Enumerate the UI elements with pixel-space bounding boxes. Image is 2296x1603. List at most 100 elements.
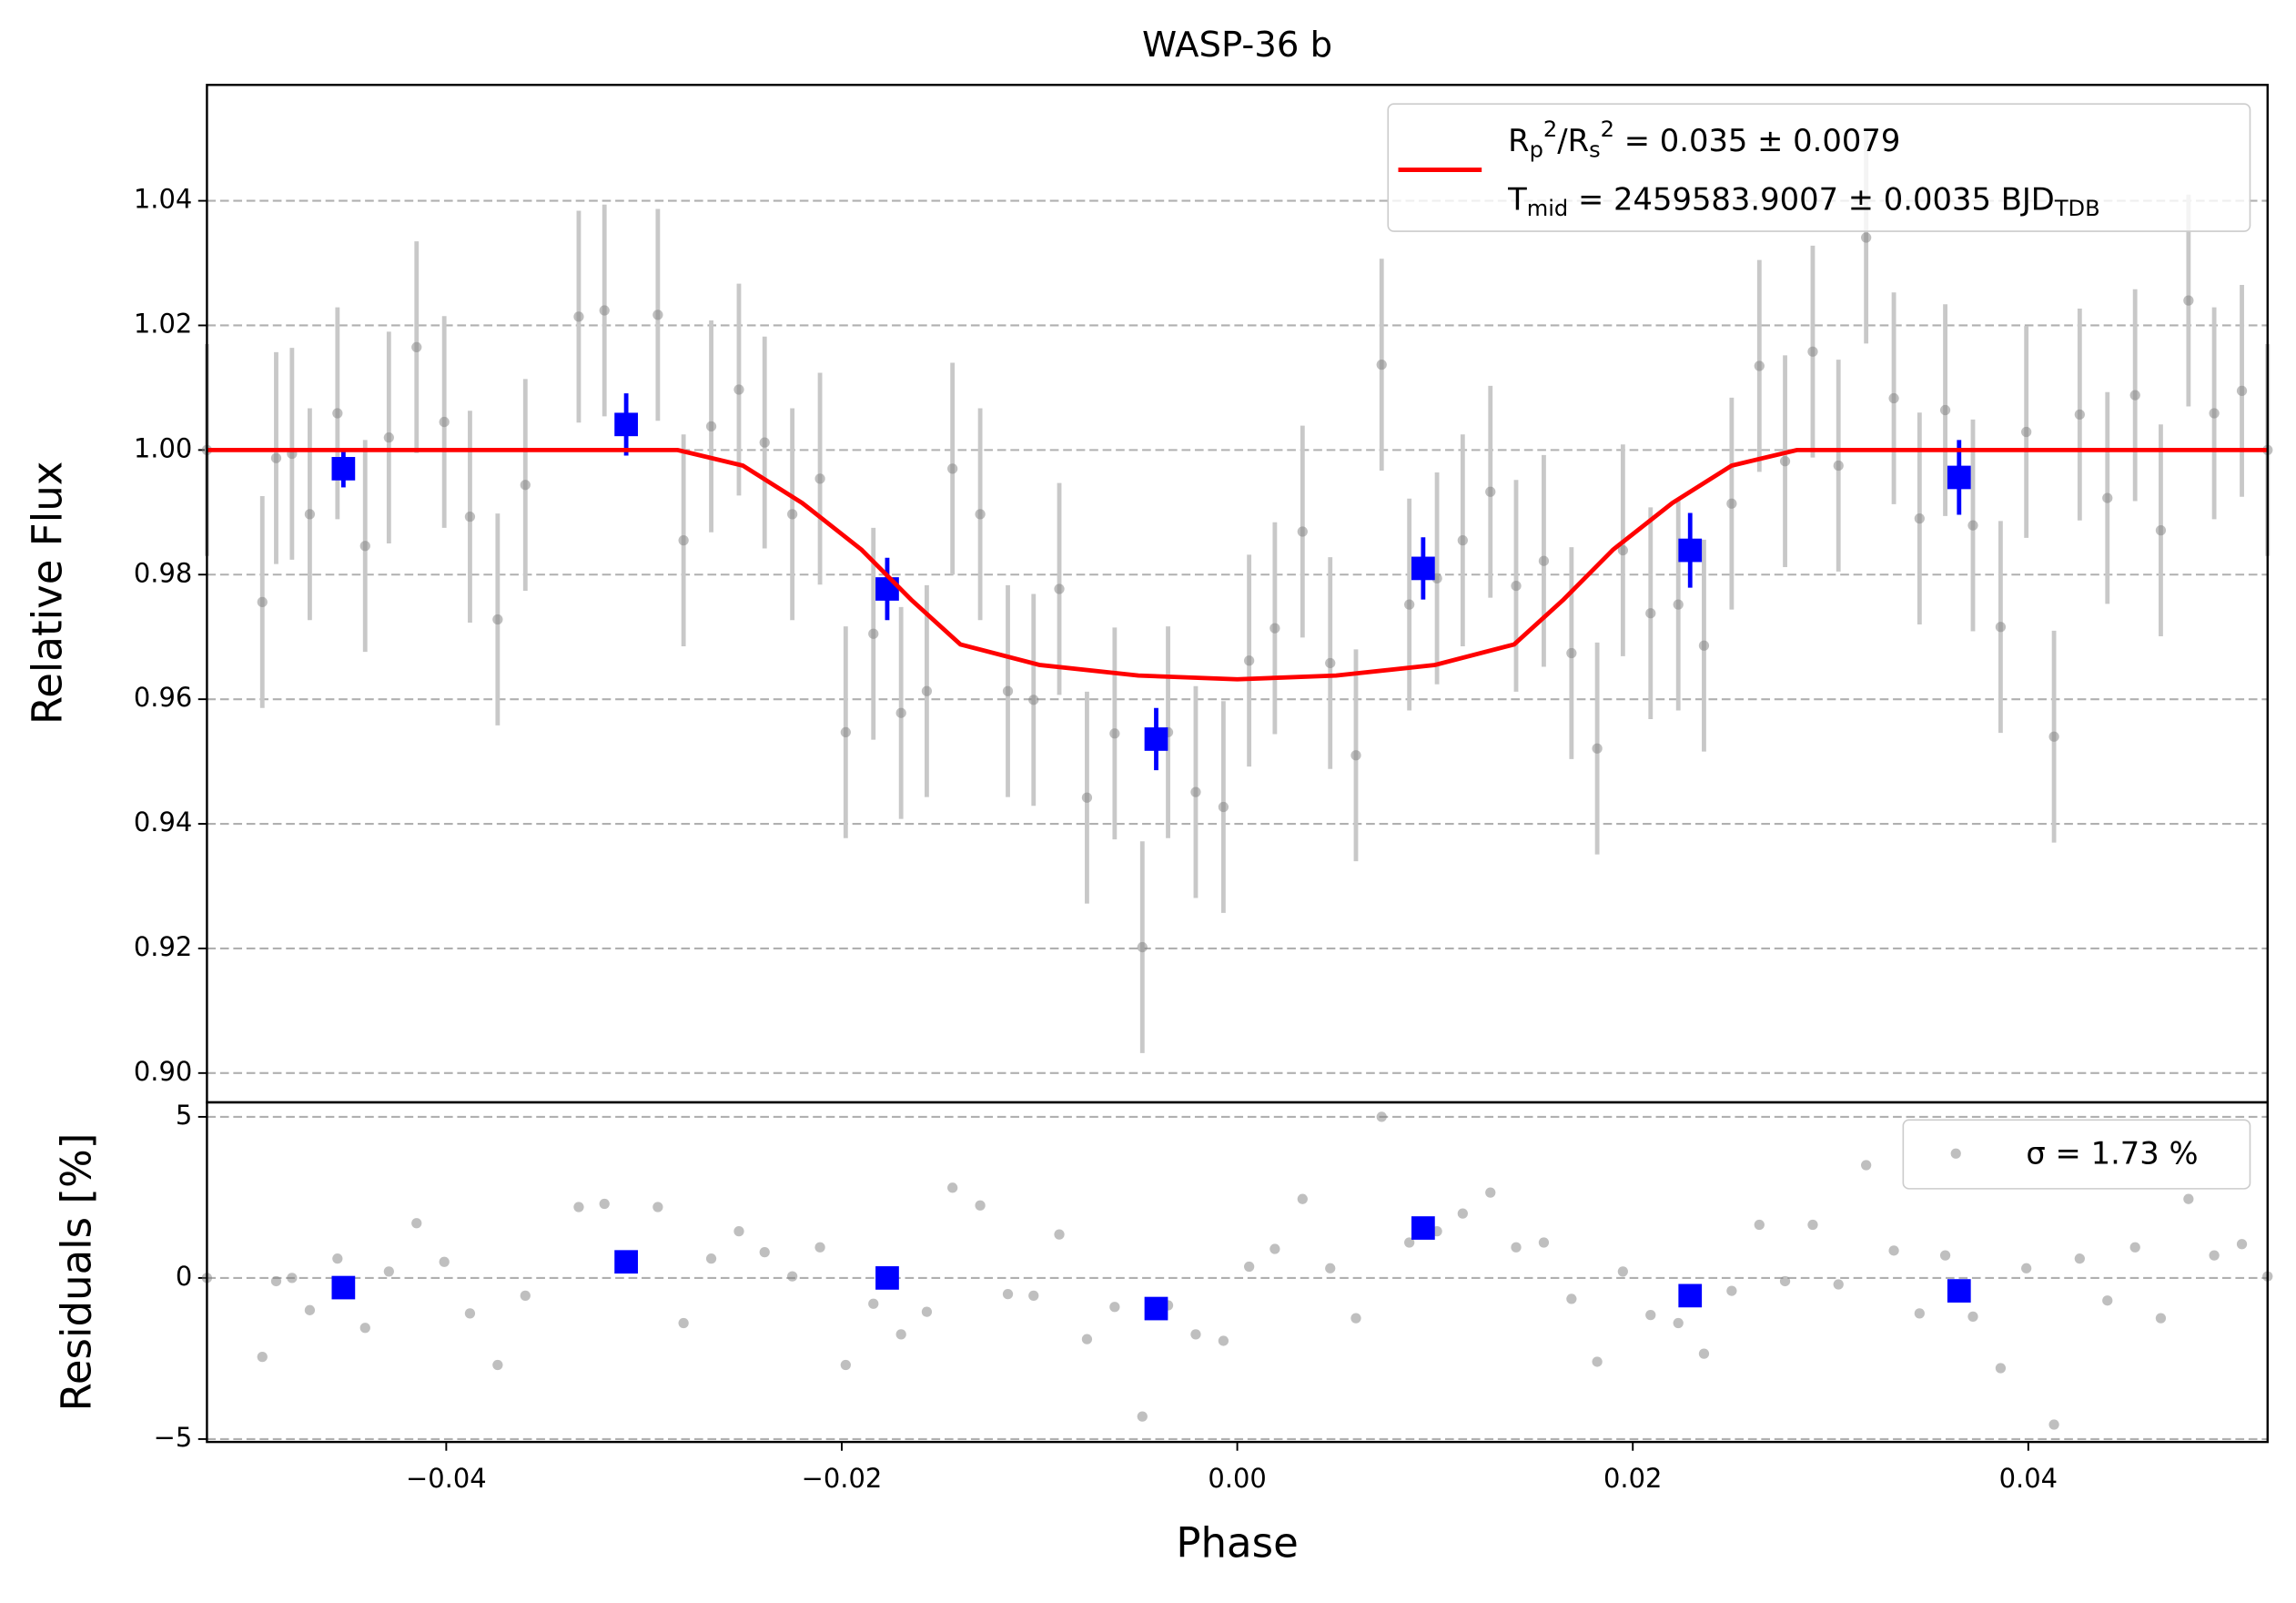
data-point	[1779, 456, 1791, 467]
data-point	[1754, 360, 1765, 371]
data-point	[1244, 655, 1255, 666]
data-point	[270, 1275, 282, 1287]
data-point	[359, 541, 370, 552]
data-point	[2129, 1242, 2140, 1253]
data-point	[1325, 1263, 1336, 1273]
data-point	[439, 416, 450, 428]
data-point	[270, 452, 282, 463]
data-point	[383, 1266, 394, 1277]
data-point	[1109, 728, 1120, 739]
data-point	[1807, 1219, 1818, 1231]
data-point	[359, 1323, 370, 1334]
data-point	[1350, 750, 1361, 761]
legend-box	[1387, 103, 2251, 232]
data-point	[814, 1242, 825, 1253]
data-point	[1404, 599, 1415, 610]
data-point	[1538, 1237, 1550, 1248]
data-point	[678, 1317, 689, 1329]
binned-point	[331, 1275, 356, 1300]
data-point	[1592, 743, 1603, 754]
legend-label: Rp2/Rs2 = 0.035 ± 0.0079	[1508, 117, 1900, 163]
data-point	[1914, 513, 1925, 524]
y-tick-label: 0.90	[134, 1056, 192, 1087]
y-tick-label: 0.98	[134, 557, 192, 588]
data-point	[2102, 1295, 2113, 1306]
data-point	[439, 1256, 450, 1267]
data-point	[1244, 1261, 1255, 1273]
data-point	[1995, 622, 2007, 633]
data-point	[1779, 1275, 1791, 1287]
binned-point	[1947, 1279, 1971, 1303]
data-point	[332, 408, 343, 419]
binned-point	[1411, 1216, 1435, 1240]
data-point	[2183, 1193, 2194, 1204]
data-point	[1995, 1363, 2007, 1374]
data-point	[1457, 534, 1468, 546]
legend-box	[1902, 1119, 2251, 1190]
data-point	[464, 1308, 476, 1319]
model-line	[207, 447, 2268, 682]
plot-frame	[206, 84, 2269, 1104]
data-point	[1967, 1311, 1978, 1323]
data-point	[492, 1359, 503, 1371]
data-point	[787, 509, 798, 520]
data-point	[733, 384, 744, 395]
data-point	[520, 480, 531, 491]
binned-point	[1678, 538, 1703, 563]
data-point	[1028, 1290, 1039, 1302]
data-point	[2236, 1239, 2248, 1250]
data-point	[733, 1225, 744, 1237]
data-point	[1673, 1317, 1684, 1329]
data-point	[1376, 359, 1387, 370]
data-point	[1054, 1229, 1065, 1240]
data-point	[2155, 525, 2167, 536]
data-point	[2209, 1250, 2220, 1261]
y-axis-label: Relative Flux	[23, 462, 71, 725]
data-point	[1325, 657, 1336, 669]
data-point	[1218, 801, 1229, 813]
y-tick-label: 0.92	[134, 931, 192, 962]
binned-point	[614, 1250, 638, 1274]
data-point	[2074, 409, 2085, 420]
data-point	[2183, 295, 2194, 306]
data-point	[1269, 1243, 1280, 1254]
data-point	[1967, 520, 1978, 531]
data-point	[1538, 555, 1550, 566]
data-point	[705, 1253, 717, 1264]
data-point	[759, 437, 770, 448]
x-tick-label: 0.00	[1208, 1463, 1266, 1494]
y-tick-label: 1.00	[134, 432, 192, 463]
data-point	[1807, 346, 1818, 357]
data-point	[573, 311, 584, 322]
data-point	[840, 726, 851, 738]
binned-point	[1144, 1296, 1168, 1321]
chart-title: WASP-36 b	[1142, 25, 1332, 66]
data-point	[520, 1290, 531, 1302]
data-point	[2074, 1253, 2085, 1264]
data-point	[1002, 1288, 1014, 1300]
x-tick-label: −0.04	[406, 1463, 487, 1494]
data-point	[1698, 1348, 1710, 1359]
y-tick-label: 0	[176, 1261, 192, 1292]
data-point	[1028, 695, 1039, 705]
binned-point	[875, 1266, 899, 1290]
data-point	[2236, 385, 2248, 396]
data-point	[895, 707, 906, 718]
legend-label: Tmid = 2459583.9007 ± 0.0035 BJDTDB	[1507, 181, 2100, 221]
data-point	[287, 1273, 298, 1283]
y-tick-label: −5	[154, 1422, 193, 1453]
x-tick-label: 0.04	[1999, 1463, 2058, 1494]
data-point	[2102, 492, 2113, 503]
data-point	[895, 1329, 906, 1340]
data-point	[947, 1182, 958, 1193]
data-point	[2021, 426, 2032, 438]
data-point	[304, 1304, 316, 1315]
y-tick-label: 1.02	[134, 308, 192, 339]
binned-point	[1144, 727, 1168, 751]
data-point	[1754, 1219, 1765, 1231]
data-point	[975, 509, 986, 520]
data-point	[678, 534, 689, 546]
legend-label: σ = 1.73 %	[2026, 1135, 2198, 1171]
data-point	[652, 1202, 663, 1212]
